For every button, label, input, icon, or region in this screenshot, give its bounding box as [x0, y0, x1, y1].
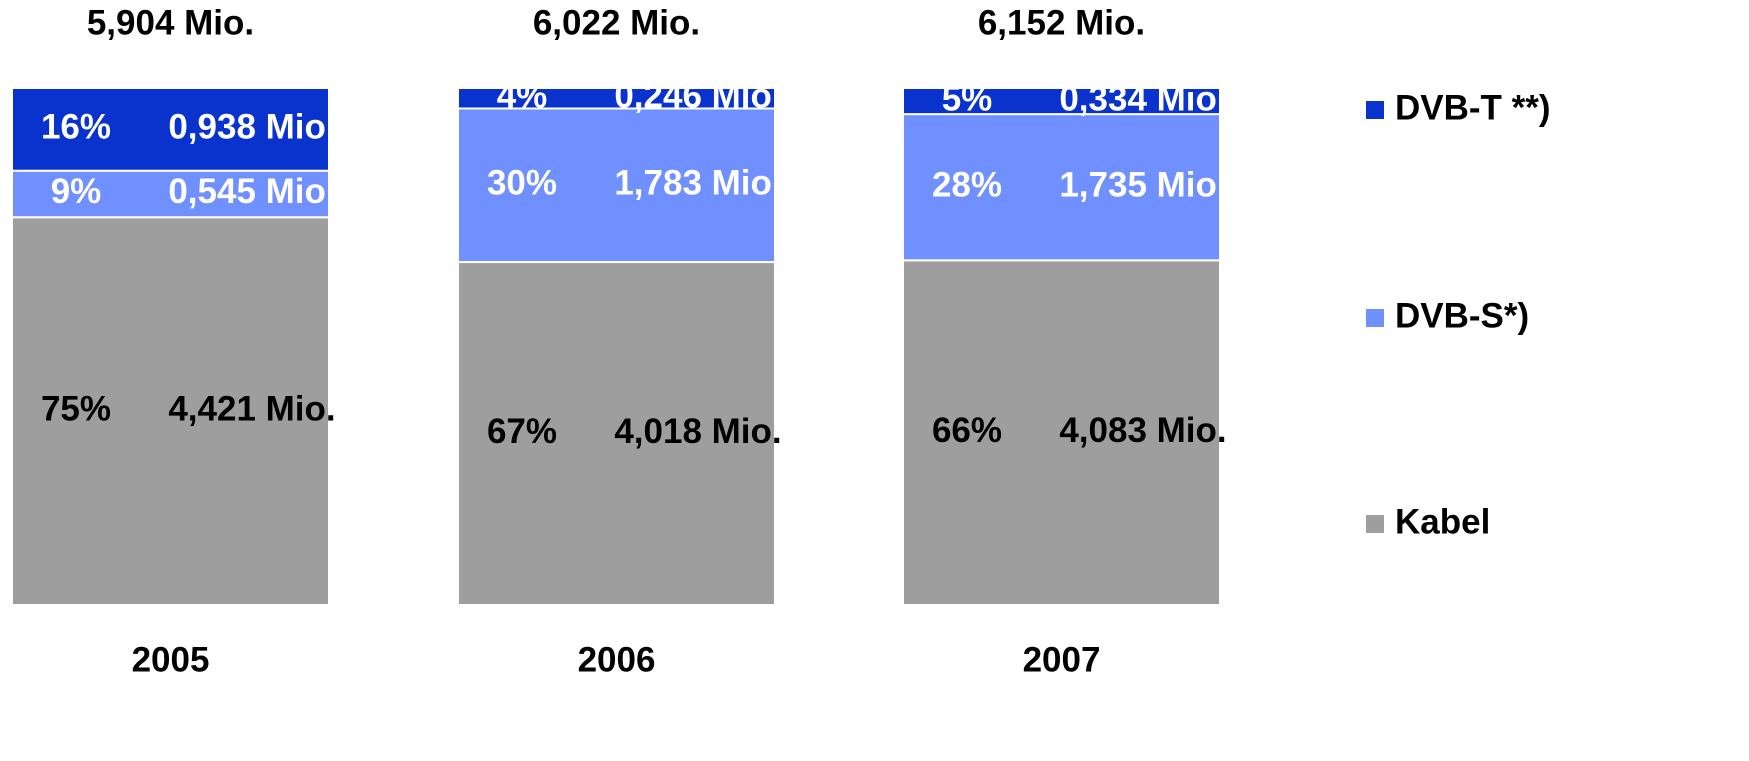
amount-label: 4,083 Mio.: [1059, 411, 1226, 450]
x-tick-label: 2007: [1023, 640, 1101, 679]
legend-label: DVB-S*): [1395, 296, 1529, 335]
bar-segment: [11, 169, 330, 219]
percent-label: 5%: [942, 79, 993, 118]
total-label: 5,904 Mio.: [87, 3, 254, 42]
percent-label: 30%: [487, 164, 557, 203]
bar-segment: [11, 216, 330, 606]
amount-label: 1,783 Mio.: [614, 164, 781, 203]
amount-label: 0,545 Mio.: [168, 172, 335, 211]
legend-marker: [1366, 515, 1384, 533]
percent-label: 66%: [932, 411, 1002, 450]
bar-segment: [902, 87, 1221, 116]
percent-label: 16%: [41, 108, 111, 147]
amount-label: 0,938 Mio.: [168, 108, 335, 147]
bar-segment: [457, 107, 776, 264]
bar-segment: [457, 87, 776, 110]
bar-segment: [902, 259, 1221, 606]
total-label: 6,022 Mio.: [533, 3, 700, 42]
amount-label: 4,421 Mio.: [168, 389, 335, 428]
x-tick-label: 2005: [132, 640, 210, 679]
bar-segment: [902, 113, 1221, 262]
amount-label: 1,735 Mio.: [1059, 165, 1226, 204]
bar-segment: [457, 261, 776, 606]
amount-label: 4,018 Mio.: [614, 412, 781, 451]
percent-label: 75%: [41, 389, 111, 428]
total-label: 6,152 Mio.: [978, 3, 1145, 42]
legend-label: DVB-T **): [1395, 88, 1551, 127]
amount-label: 0,246 Mio.: [614, 76, 781, 115]
legend-marker: [1366, 309, 1384, 327]
percent-label: 9%: [51, 172, 102, 211]
bar-segment: [11, 87, 330, 172]
legend-label: Kabel: [1395, 502, 1490, 541]
percent-label: 67%: [487, 412, 557, 451]
amount-label: 0,334 Mio.: [1059, 79, 1226, 118]
percent-label: 28%: [932, 165, 1002, 204]
percent-label: 4%: [497, 76, 548, 115]
legend-marker: [1366, 101, 1384, 119]
x-tick-label: 2006: [578, 640, 656, 679]
